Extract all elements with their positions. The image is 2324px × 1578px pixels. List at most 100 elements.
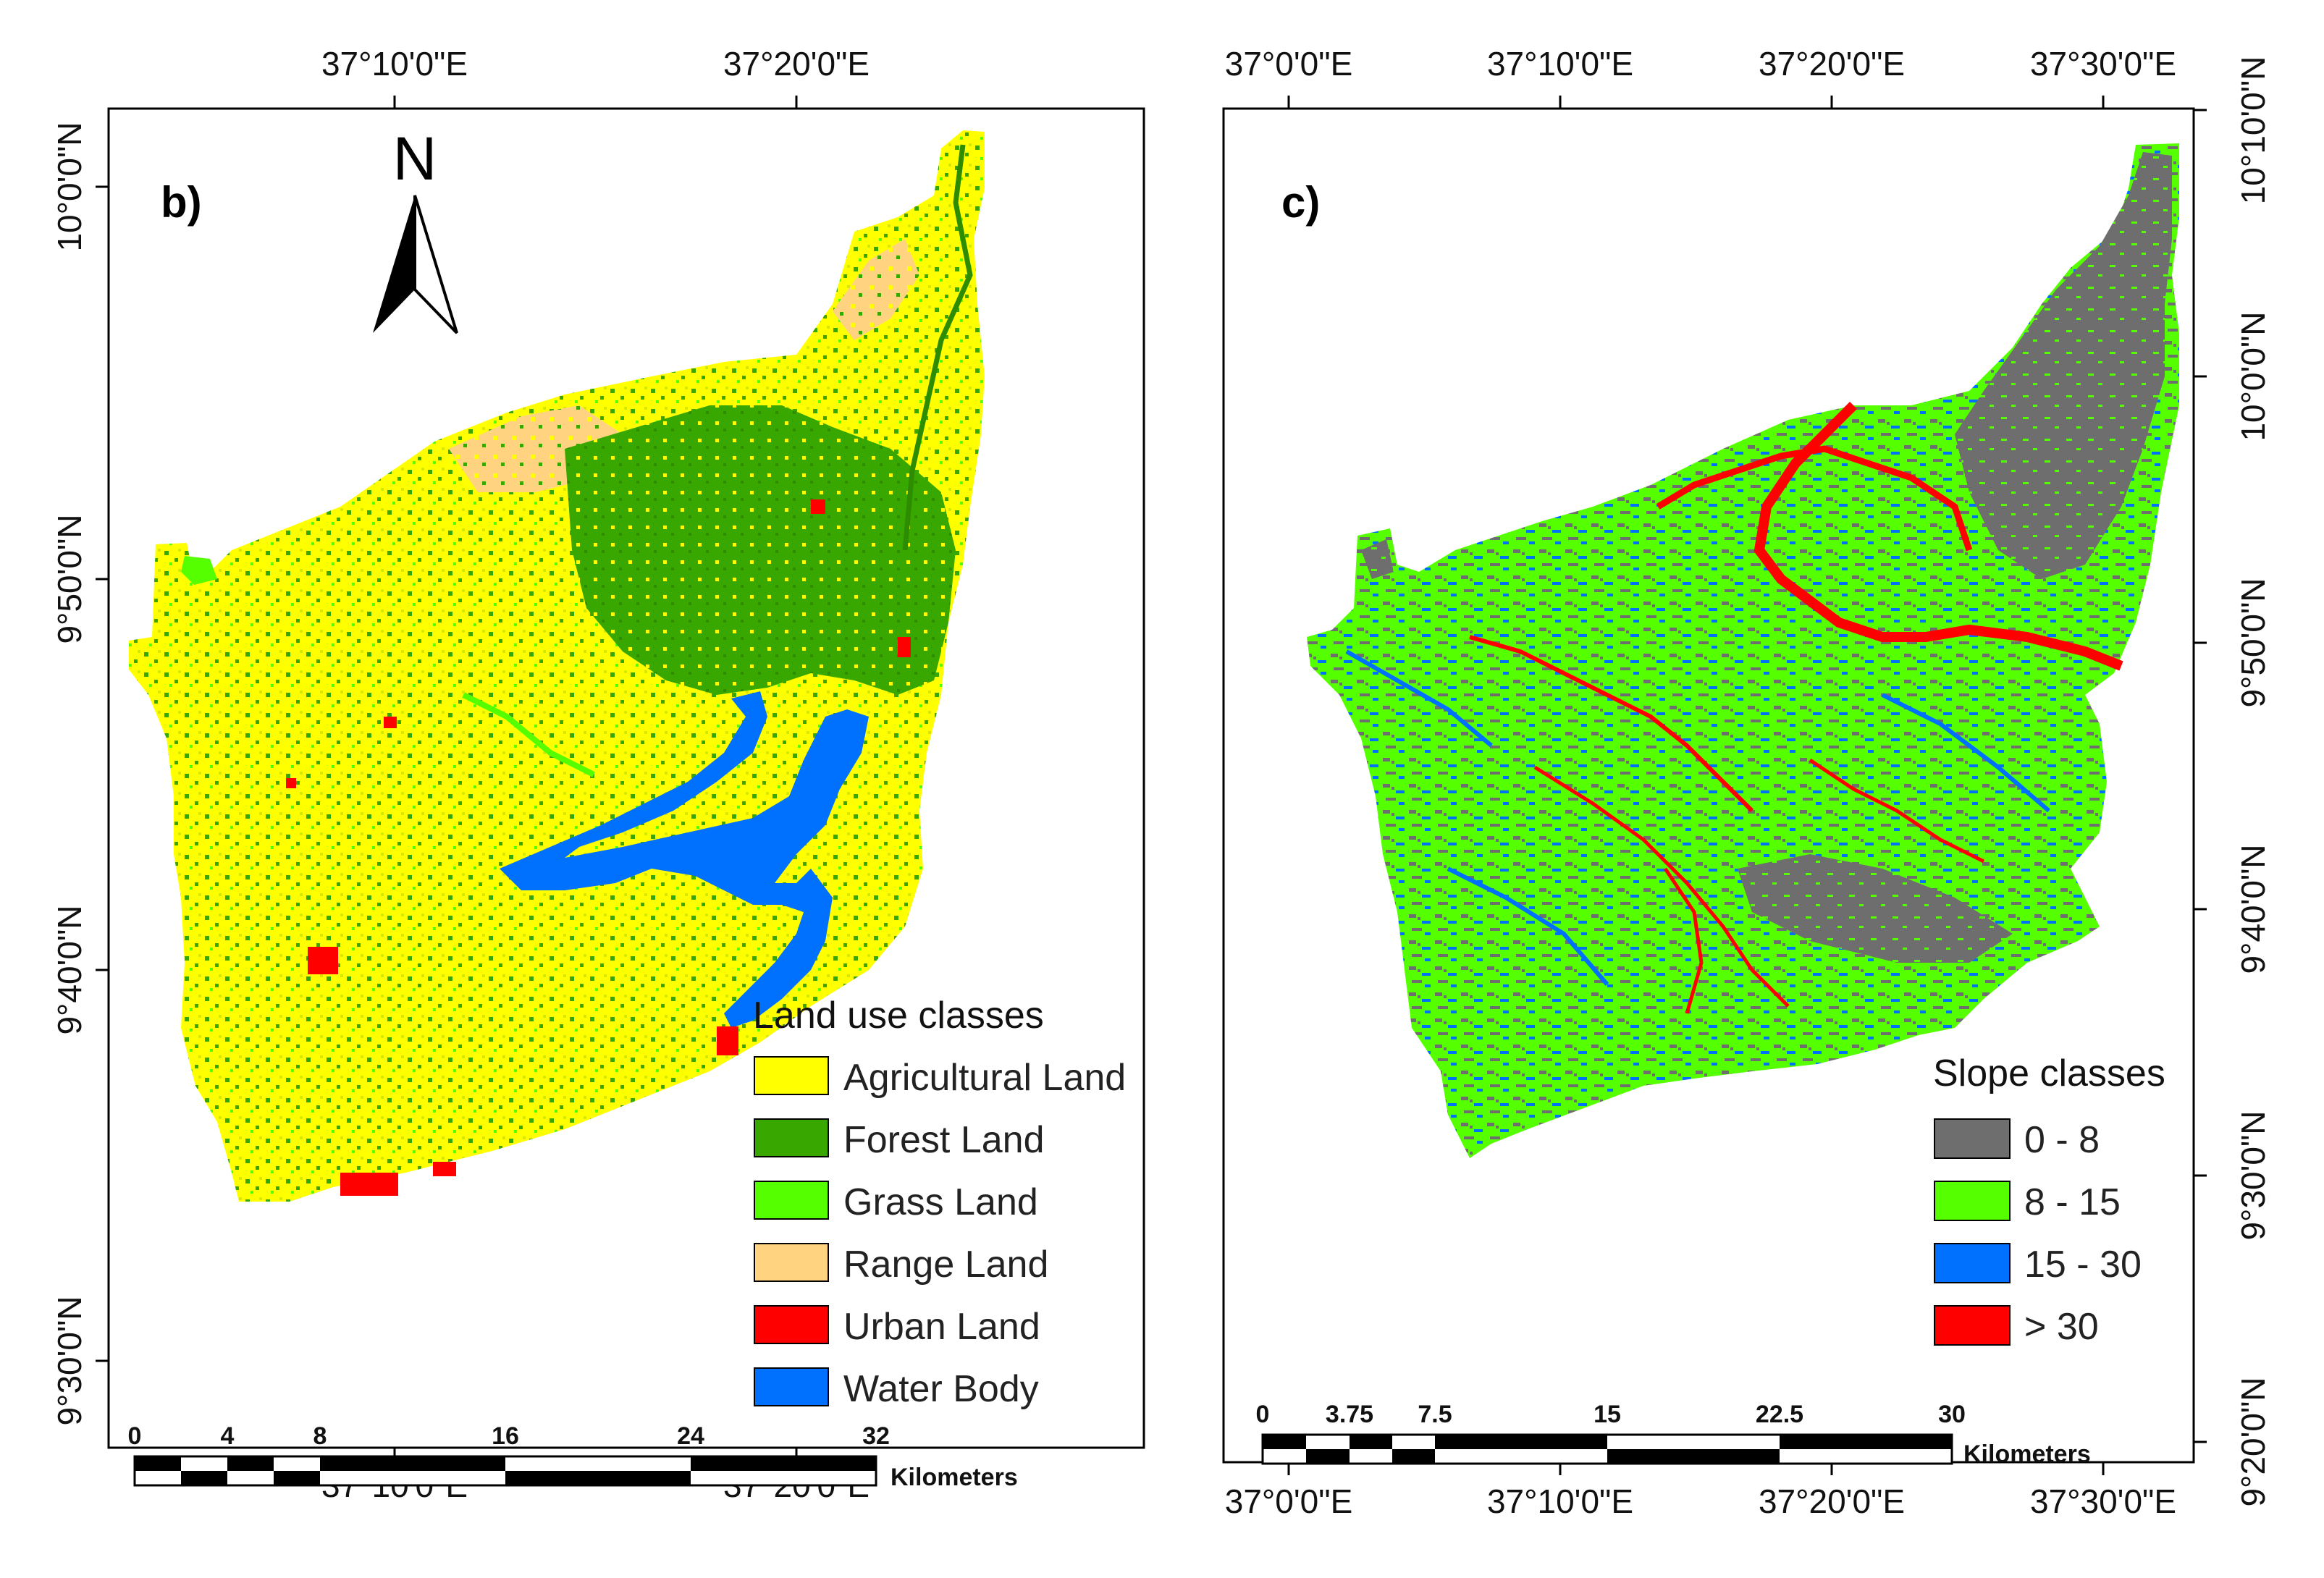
legend-item-grass-land: Grass Land bbox=[754, 1181, 1038, 1223]
panel-c-lon-ticks-bottom: 37°0'0"E 37°10'0"E 37°20'0"E 37°30'0"E bbox=[1225, 1462, 2176, 1520]
legend-swatch-grass bbox=[754, 1181, 829, 1220]
north-arrow-label: N bbox=[393, 125, 437, 193]
panel-b-lon-top-1: 37°10'0"E bbox=[321, 45, 468, 83]
legend-swatch-slope-0-8 bbox=[1934, 1118, 2011, 1159]
grass-land-patch bbox=[181, 556, 217, 585]
urban-land-patch bbox=[340, 1173, 398, 1196]
steep-slope-valley bbox=[1533, 765, 1790, 1008]
land-use-legend: Land use classes Agricultural Land Fores… bbox=[753, 995, 1126, 1410]
scale-b-tick-8: 8 bbox=[313, 1422, 327, 1450]
panel-c-lon-top-2: 37°10'0"E bbox=[1487, 45, 1633, 83]
slope-map bbox=[1307, 143, 2179, 1158]
legend-label-slope-0-8: 0 - 8 bbox=[2024, 1119, 2100, 1161]
panel-b-lat-2: 9°50'0"N bbox=[51, 514, 88, 644]
panel-b-lon-top-2: 37°20'0"E bbox=[723, 45, 870, 83]
flat-slope-south bbox=[1738, 854, 2013, 963]
flat-slope-north bbox=[1955, 152, 2172, 579]
legend-swatch-slope-15-30 bbox=[1934, 1243, 2011, 1283]
grass-land-strip bbox=[462, 692, 595, 777]
scale-c-unit: Kilometers bbox=[1963, 1440, 2091, 1468]
legend-item-slope-8-15: 8 - 15 bbox=[1934, 1181, 2121, 1223]
land-use-map bbox=[129, 130, 985, 1202]
legend-swatch-slope-8-15 bbox=[1934, 1181, 2011, 1221]
urban-land-patch bbox=[898, 637, 911, 657]
legend-swatch-slope-over-30 bbox=[1934, 1305, 2011, 1346]
panel-c-lon-bottom-3: 37°20'0"E bbox=[1759, 1482, 1905, 1520]
scale-bar-b: 0 4 8 16 24 32 Kilometers bbox=[128, 1422, 1018, 1491]
legend-swatch-range bbox=[754, 1243, 829, 1282]
scale-b-tick-24: 24 bbox=[677, 1422, 704, 1450]
panel-c: 37°0'0"E 37°10'0"E 37°20'0"E 37°30'0"E 3… bbox=[1222, 45, 2272, 1520]
moderate-slope-lines bbox=[1345, 649, 2050, 986]
legend-label-forest: Forest Land bbox=[843, 1119, 1045, 1161]
panel-c-lat-3: 9°50'0"N bbox=[2234, 578, 2272, 707]
legend-item-forest-land: Forest Land bbox=[754, 1118, 1045, 1161]
urban-land-patch bbox=[811, 499, 825, 514]
steep-slope-valley bbox=[1809, 758, 1985, 864]
legend-item-slope-15-30: 15 - 30 bbox=[1934, 1243, 2142, 1286]
north-arrow-icon bbox=[373, 195, 415, 333]
range-land-area-north bbox=[833, 239, 919, 340]
panel-b-lat-3: 9°40'0"N bbox=[51, 905, 88, 1034]
panel-b-lat-1: 10°0'0"N bbox=[51, 122, 88, 251]
legend-item-range-land: Range Land bbox=[754, 1243, 1048, 1286]
panel-b-lat-4: 9°30'0"N bbox=[51, 1296, 88, 1425]
panel-b-lat-ticks-left: 10°0'0"N 9°50'0"N 9°40'0"N 9°30'0"N bbox=[51, 122, 109, 1426]
legend-swatch-water bbox=[754, 1367, 829, 1406]
slope-legend-title: Slope classes bbox=[1933, 1052, 2165, 1094]
forest-land-area bbox=[565, 405, 956, 695]
panel-c-lon-top-1: 37°0'0"E bbox=[1225, 45, 1353, 83]
flat-slope-west bbox=[1361, 539, 1394, 579]
legend-label-grass: Grass Land bbox=[843, 1181, 1038, 1223]
steep-slope-gorge-west bbox=[1469, 635, 1754, 813]
scale-c-tick-7-5: 7.5 bbox=[1418, 1401, 1452, 1428]
legend-label-urban: Urban Land bbox=[843, 1306, 1040, 1348]
panel-c-lat-4: 9°40'0"N bbox=[2234, 844, 2272, 974]
steep-slope-valley bbox=[1663, 867, 1704, 1014]
panel-c-lon-bottom-1: 37°0'0"E bbox=[1225, 1482, 1353, 1520]
slope-legend: Slope classes 0 - 8 8 - 15 15 - 30 > 30 bbox=[1933, 1052, 2165, 1348]
legend-item-agricultural-land: Agricultural Land bbox=[754, 1056, 1126, 1099]
panel-c-lon-top-4: 37°30'0"E bbox=[2030, 45, 2176, 83]
panel-c-lon-bottom-4: 37°30'0"E bbox=[2030, 1482, 2176, 1520]
scale-b-tick-32: 32 bbox=[862, 1422, 890, 1450]
panel-b-label: b) bbox=[161, 178, 202, 227]
urban-land-patch bbox=[308, 947, 338, 974]
panel-c-lat-5: 9°30'0"N bbox=[2234, 1110, 2272, 1240]
legend-item-urban-land: Urban Land bbox=[754, 1305, 1040, 1348]
urban-land-patch bbox=[286, 778, 296, 788]
scale-c-tick-30: 30 bbox=[1938, 1401, 1966, 1428]
panel-c-lon-ticks-top: 37°0'0"E 37°10'0"E 37°20'0"E 37°30'0"E bbox=[1225, 45, 2176, 109]
legend-item-slope-over-30: > 30 bbox=[1934, 1305, 2099, 1348]
panel-b: 37°10'0"E 37°20'0"E 37°10'0"E 37°20'0"E … bbox=[51, 45, 1145, 1504]
legend-item-water-body: Water Body bbox=[754, 1367, 1039, 1410]
north-arrow: N bbox=[373, 125, 458, 334]
scale-c-tick-22-5: 22.5 bbox=[1756, 1401, 1803, 1428]
panel-c-lat-1: 10°10'0"N bbox=[2234, 56, 2272, 205]
legend-item-slope-0-8: 0 - 8 bbox=[1934, 1118, 2100, 1161]
scale-b-tick-4: 4 bbox=[221, 1422, 235, 1450]
scale-bar-c: 0 3.75 7.5 15 22.5 30 Kilometers bbox=[1256, 1401, 2091, 1468]
urban-land-patch bbox=[433, 1162, 456, 1176]
scale-b-unit: Kilometers bbox=[891, 1464, 1018, 1491]
panel-b-lon-ticks-top: 37°10'0"E 37°20'0"E bbox=[321, 45, 870, 109]
urban-land-patch bbox=[717, 1026, 738, 1055]
panel-c-lon-bottom-2: 37°10'0"E bbox=[1487, 1482, 1633, 1520]
scale-b-tick-0: 0 bbox=[128, 1422, 142, 1450]
legend-swatch-forest bbox=[754, 1118, 829, 1157]
steep-slope-gorge-main bbox=[1753, 402, 2123, 671]
panel-c-lat-ticks-right: 10°10'0"N 10°0'0"N 9°50'0"N 9°40'0"N 9°3… bbox=[2194, 56, 2272, 1507]
legend-label-slope-8-15: 8 - 15 bbox=[2024, 1181, 2121, 1223]
scale-c-tick-3-75: 3.75 bbox=[1326, 1401, 1373, 1428]
legend-label-slope-15-30: 15 - 30 bbox=[2024, 1244, 2142, 1286]
panel-c-label: c) bbox=[1281, 178, 1320, 227]
scale-c-tick-0: 0 bbox=[1256, 1401, 1270, 1428]
legend-label-slope-over-30: > 30 bbox=[2024, 1306, 2099, 1348]
legend-swatch-agricultural bbox=[754, 1056, 829, 1095]
panel-c-lon-top-3: 37°20'0"E bbox=[1759, 45, 1905, 83]
steep-slope-gorge-north bbox=[1656, 445, 1973, 552]
river-channel bbox=[902, 144, 973, 551]
legend-swatch-urban bbox=[754, 1305, 829, 1344]
panel-c-lat-2: 10°0'0"N bbox=[2234, 311, 2272, 441]
